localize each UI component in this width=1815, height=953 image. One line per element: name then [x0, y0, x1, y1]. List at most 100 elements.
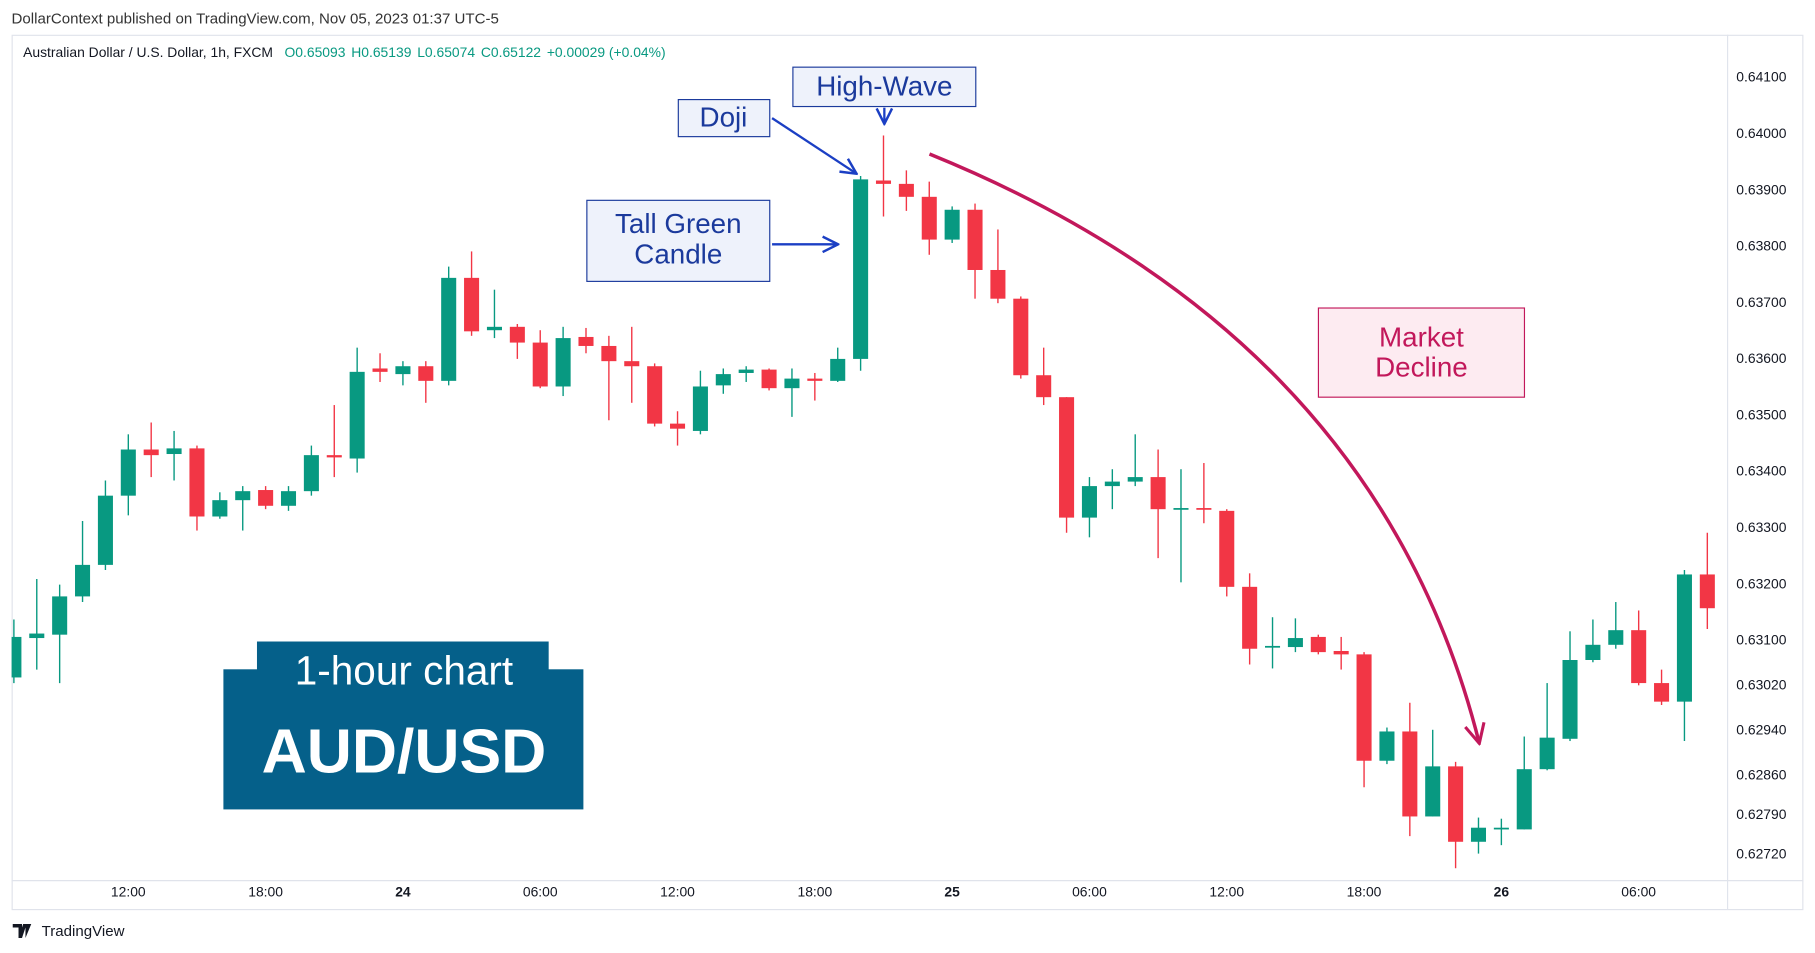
candle-body — [830, 358, 846, 381]
y-tick-label: 0.64000 — [1736, 125, 1786, 141]
y-tick-label: 0.63800 — [1736, 238, 1786, 254]
quote-value: C0.65122 — [481, 44, 541, 60]
brand-name: TradingView — [42, 923, 125, 940]
decline-arrow — [928, 152, 1479, 743]
candle-body — [120, 449, 136, 496]
candle-body — [578, 336, 594, 346]
candle-body — [944, 209, 960, 240]
candle-body — [967, 209, 983, 270]
candle-body — [326, 455, 342, 458]
candle-body — [784, 378, 800, 389]
candle-body — [1287, 638, 1303, 648]
candle-body — [532, 342, 548, 387]
annotation-box — [1317, 307, 1526, 398]
symbol-title: Australian Dollar / U.S. Dollar, 1h, FXC… — [23, 44, 273, 60]
candle-body — [670, 423, 686, 429]
annotation-arrow — [771, 117, 856, 174]
candle-body — [1219, 510, 1235, 587]
candle-body — [1608, 630, 1624, 645]
y-tick-label: 0.63600 — [1736, 350, 1786, 366]
candle-body — [1036, 375, 1052, 398]
candle-body — [1127, 477, 1143, 482]
pair-label: AUD/USD — [262, 717, 547, 787]
candle-body — [349, 371, 365, 459]
candle-body — [990, 269, 1006, 299]
candle-body — [1150, 477, 1166, 510]
candle-body — [166, 448, 182, 455]
y-tick-label: 0.63500 — [1736, 406, 1786, 422]
candle-body — [75, 564, 91, 597]
label-box — [223, 669, 584, 810]
candle-body — [1379, 731, 1395, 761]
annotation-text: Tall Green — [615, 208, 742, 239]
candle-body — [738, 369, 754, 373]
candle-body — [1104, 481, 1120, 487]
candle-body — [1333, 650, 1349, 655]
candle-body — [1402, 731, 1418, 817]
candle-body — [898, 183, 914, 197]
x-tick-label: 12:00 — [111, 883, 146, 899]
candle-body — [1585, 644, 1601, 660]
candle-body — [875, 180, 892, 184]
y-tick-label: 0.63300 — [1736, 519, 1786, 535]
candle-body — [647, 366, 663, 424]
candle-body — [555, 338, 571, 387]
brand-logo — [12, 924, 32, 938]
candle-body — [52, 596, 68, 635]
annotation-text: Market — [1379, 322, 1464, 353]
candle-body — [11, 636, 22, 678]
candle-body — [1356, 654, 1372, 761]
candle-body — [1470, 827, 1487, 842]
annotation-text: High-Wave — [816, 70, 952, 101]
x-tick-label: 06:00 — [523, 883, 558, 899]
candle-body — [395, 366, 411, 375]
candle-body — [29, 633, 45, 639]
candle-body — [1310, 636, 1326, 653]
candle-body — [807, 378, 823, 381]
x-tick-label: 12:00 — [1209, 883, 1244, 899]
y-tick-label: 0.63700 — [1736, 294, 1786, 310]
annotation-box — [677, 99, 771, 138]
candle-body — [761, 369, 777, 389]
x-tick-label: 06:00 — [1621, 883, 1656, 899]
quote-value: L0.65074 — [417, 44, 475, 60]
x-tick-label: 06:00 — [1072, 883, 1107, 899]
x-tick-label: 24 — [395, 883, 411, 899]
candle-body — [303, 455, 319, 492]
candle-body — [1013, 298, 1029, 376]
candle-body — [212, 500, 228, 517]
candle-body — [418, 366, 434, 381]
quote-value: +0.00029 (+0.04%) — [547, 44, 666, 60]
publisher-line: DollarContext published on TradingView.c… — [12, 11, 499, 28]
candle-body — [1196, 508, 1212, 510]
candle-body — [1676, 574, 1692, 702]
annotation-box — [586, 199, 771, 282]
candle-body — [1242, 586, 1258, 649]
y-tick-label: 0.64100 — [1736, 69, 1786, 85]
candle-body — [97, 495, 113, 565]
candle-body — [1425, 766, 1441, 817]
candle-body — [1448, 766, 1464, 842]
legend: Australian Dollar / U.S. Dollar, 1h, FXC… — [23, 44, 665, 60]
x-tick-label: 26 — [1494, 883, 1510, 899]
quote-value: H0.65139 — [351, 44, 411, 60]
candle-body — [921, 196, 937, 240]
annotation-text: Doji — [700, 102, 748, 133]
candle-body — [1173, 508, 1189, 510]
annotation-text: Candle — [634, 238, 722, 269]
y-tick-label: 0.63020 — [1736, 677, 1786, 693]
candle-body — [235, 491, 251, 501]
x-tick-label: 18:00 — [248, 883, 283, 899]
y-tick-label: 0.63900 — [1736, 181, 1786, 197]
x-tick-label: 18:00 — [797, 883, 832, 899]
quote-value: O0.65093 — [285, 44, 346, 60]
x-tick-label: 12:00 — [660, 883, 695, 899]
y-tick-label: 0.63200 — [1736, 575, 1786, 591]
y-tick-label: 0.62940 — [1736, 722, 1786, 738]
candle-body — [143, 449, 159, 456]
y-tick-label: 0.62720 — [1736, 845, 1786, 861]
candle-body — [372, 368, 388, 372]
candle-body — [692, 386, 708, 431]
